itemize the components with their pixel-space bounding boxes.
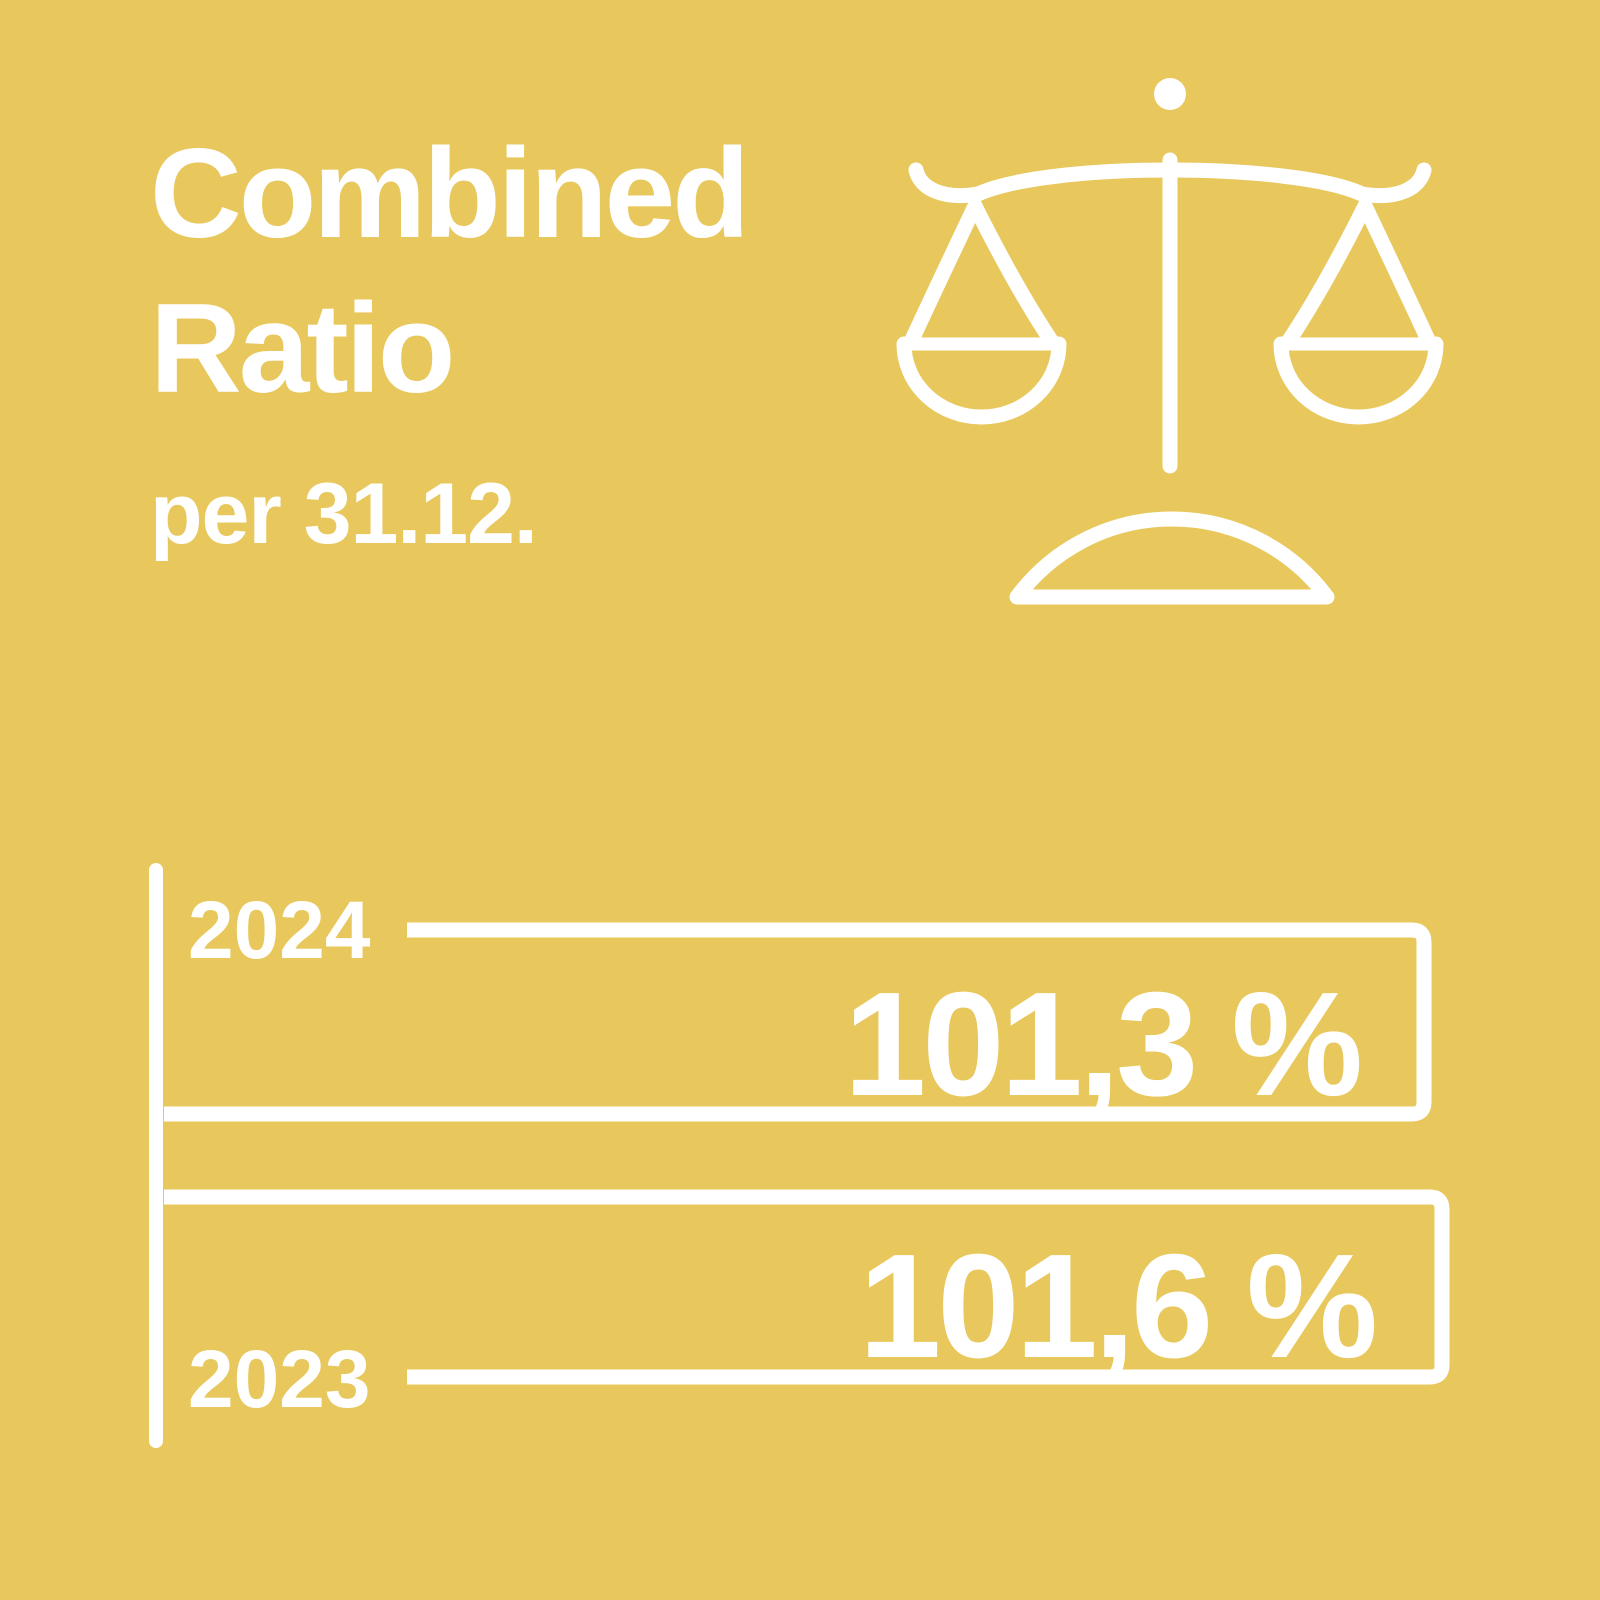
bar-value-2023: 101,6 %	[859, 1224, 1374, 1389]
page-title-line1: Combined	[150, 122, 747, 264]
scale-left-pan-bowl	[896, 336, 1067, 425]
scale-base	[1009, 511, 1335, 605]
scale-right-pan-left-side	[1280, 198, 1373, 350]
scale-right-pan-bowl	[1273, 336, 1444, 425]
bar-outline-2024	[164, 922, 1432, 1122]
bar-row-2023: 2023 101,6 %	[164, 1189, 1450, 1425]
scale-right-pan	[1273, 198, 1444, 425]
bar-value-2024: 101,3 %	[844, 962, 1359, 1127]
header: Combined Ratio per 31.12.	[150, 122, 750, 562]
bar-year-label-2024: 2024	[188, 885, 371, 976]
bar-row-2024: 2024 101,3 %	[164, 885, 1432, 1127]
scale-left-pan-left-side	[903, 198, 983, 350]
scale-left-pan-right-side	[967, 198, 1060, 350]
scale-pivot-dot	[1154, 78, 1186, 110]
page-subtitle: per 31.12.	[150, 466, 537, 562]
balance-scale-icon	[896, 78, 1444, 605]
bar-outline-2023	[164, 1189, 1450, 1385]
bar-year-label-2023: 2023	[188, 1334, 370, 1425]
page-title-line2: Ratio	[150, 277, 453, 419]
scale-left-pan	[896, 198, 1067, 425]
scale-right-pan-right-side	[1357, 198, 1437, 350]
combined-ratio-bar-chart: 2024 101,3 % 2023 101,6 %	[149, 863, 1450, 1448]
